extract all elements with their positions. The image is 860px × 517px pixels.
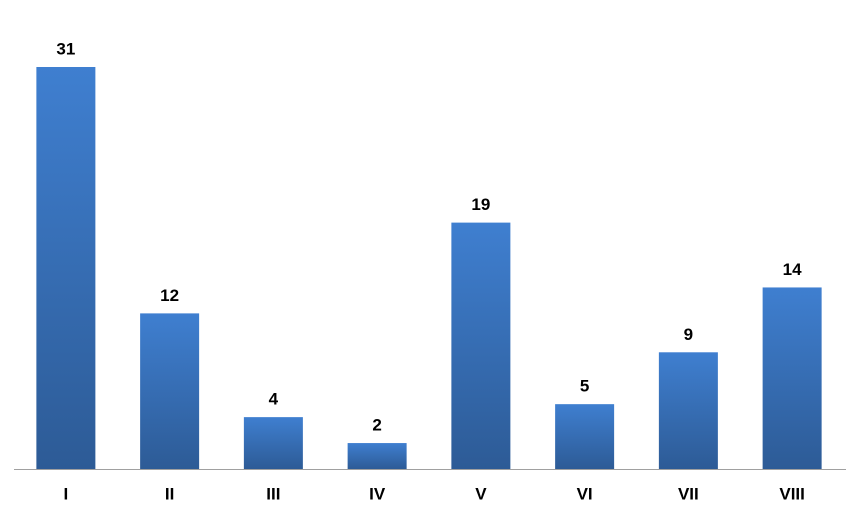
x-tick-label: II xyxy=(165,484,174,503)
bar xyxy=(762,287,822,469)
bar xyxy=(451,222,511,469)
bar xyxy=(140,313,200,469)
x-tick-label: I xyxy=(64,484,69,503)
x-tick-label: III xyxy=(266,484,280,503)
data-label: 31 xyxy=(56,39,75,58)
bar xyxy=(347,443,407,469)
data-label: 5 xyxy=(580,377,589,396)
bar xyxy=(243,417,303,469)
bar xyxy=(36,67,96,469)
data-label: 9 xyxy=(684,325,693,344)
bar xyxy=(555,404,615,469)
data-label: 19 xyxy=(471,195,490,214)
x-tick-label: VIII xyxy=(779,484,805,503)
data-label: 2 xyxy=(372,416,381,435)
bar xyxy=(658,352,718,469)
x-tick-label: IV xyxy=(369,484,386,503)
x-tick-label: VII xyxy=(678,484,699,503)
data-label: 12 xyxy=(160,286,179,305)
x-tick-label: V xyxy=(475,484,487,503)
data-label: 4 xyxy=(269,390,279,409)
x-tick-label: VI xyxy=(577,484,593,503)
data-label: 14 xyxy=(783,260,802,279)
